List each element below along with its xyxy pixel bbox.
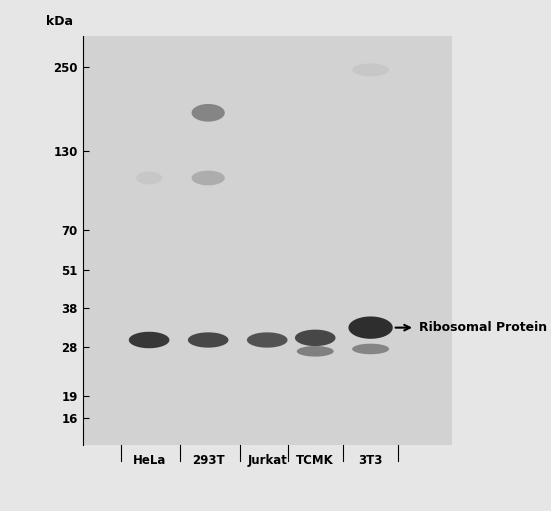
Polygon shape bbox=[192, 104, 225, 122]
Polygon shape bbox=[297, 346, 334, 357]
Text: kDa: kDa bbox=[46, 15, 73, 28]
Polygon shape bbox=[295, 330, 336, 346]
Polygon shape bbox=[352, 344, 389, 354]
Polygon shape bbox=[192, 171, 225, 185]
Polygon shape bbox=[129, 332, 169, 348]
Text: Ribosomal Protein S8: Ribosomal Protein S8 bbox=[419, 321, 551, 334]
Polygon shape bbox=[188, 332, 229, 347]
Polygon shape bbox=[348, 316, 393, 339]
Polygon shape bbox=[247, 332, 288, 347]
Polygon shape bbox=[352, 63, 389, 76]
Polygon shape bbox=[136, 172, 162, 184]
